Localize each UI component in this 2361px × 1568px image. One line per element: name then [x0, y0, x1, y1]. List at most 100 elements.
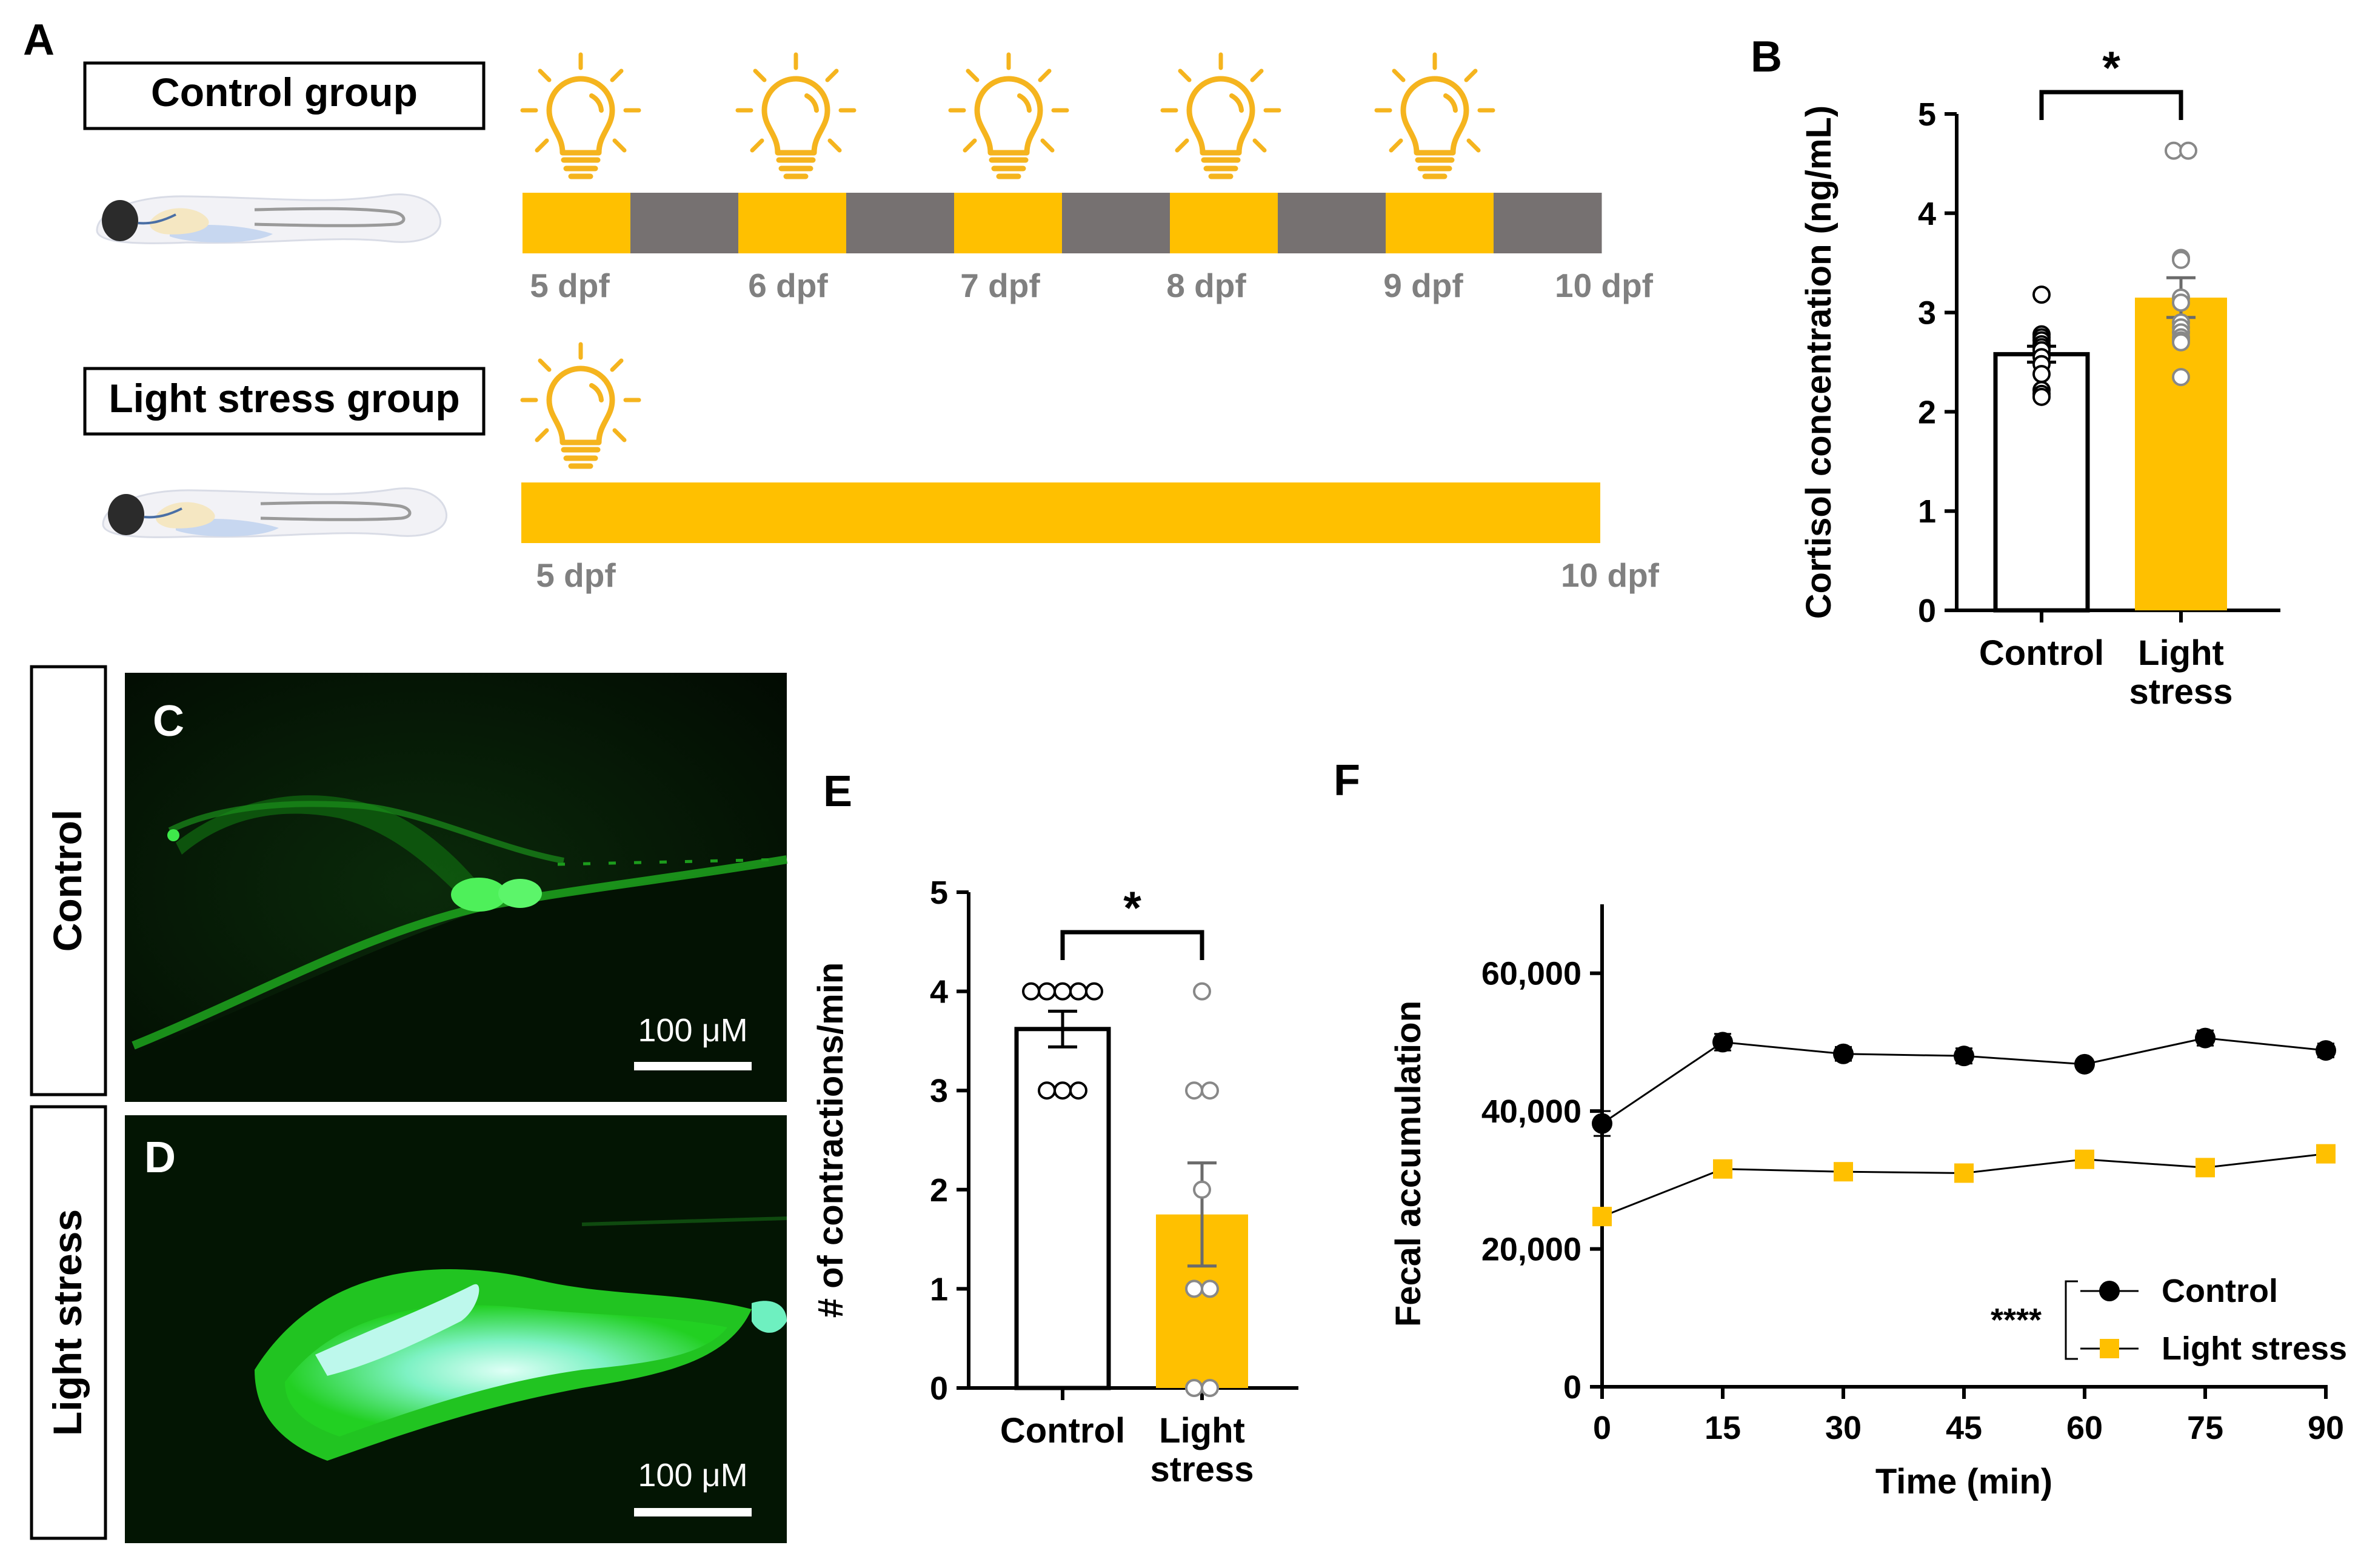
- control-schedule-bar: [523, 193, 1602, 253]
- data-point: [1054, 1081, 1072, 1100]
- x-tick-label: 60: [2066, 1410, 2103, 1446]
- y-tick-label: 5: [930, 875, 948, 911]
- significance-bracket: [2039, 90, 2183, 120]
- day-label: 6 dpf: [748, 267, 828, 304]
- day-label: 8 dpf: [1166, 267, 1246, 304]
- data-point: [1069, 1081, 1087, 1100]
- schedule-segment-light: [523, 193, 631, 253]
- legend-label: Light stress: [2162, 1330, 2347, 1367]
- lightbulb-icon: [1377, 7, 1493, 176]
- chart-cortisol: 0 1 2 3 4 5 Cortisol concentration (ng/mL) Cont…: [1799, 42, 2280, 712]
- significance-marker: *: [2102, 42, 2120, 94]
- x-tick-label: 15: [1705, 1410, 1741, 1446]
- y-tick-label: 0: [1563, 1369, 1581, 1406]
- y-axis-title: Fecal accumulation: [1389, 1001, 1428, 1327]
- significance-bracket: [1060, 930, 1204, 960]
- schedule-segment-dark: [846, 193, 955, 253]
- scale-bar-light-stress: [634, 1508, 752, 1516]
- x-tick-label: 0: [1593, 1410, 1611, 1446]
- data-point: [1193, 982, 1211, 1001]
- light-stress-group-title: Light stress group: [109, 376, 459, 421]
- y-tick-label: 2: [1918, 394, 1936, 430]
- control-day-labels: 5 dpf 6 dpf 7 dpf 8 dpf 9 dpf 10 dpf: [530, 267, 1653, 304]
- data-point: [2195, 1027, 2216, 1049]
- data-point: [1054, 982, 1072, 1001]
- lightbulb-icon: [1163, 7, 1279, 176]
- schedule-segment-light: [1170, 193, 1278, 253]
- significance-marker: ****: [1991, 1302, 2042, 1338]
- data-point: [2172, 333, 2190, 352]
- x-tick-label: stress: [2129, 672, 2233, 712]
- row-label-light-stress: Light stress: [45, 1209, 90, 1436]
- x-tick-label: 45: [1946, 1410, 1982, 1446]
- y-tick-label: 5: [1918, 96, 1936, 133]
- panel-label-d: D: [144, 1133, 176, 1182]
- y-tick-label: 0: [930, 1370, 948, 1407]
- y-tick-label: 3: [930, 1073, 948, 1109]
- y-axis-title: # of contractions/min: [811, 962, 850, 1318]
- data-point: [2316, 1144, 2336, 1164]
- data-point: [2172, 250, 2190, 269]
- x-axis-title: Time (min): [1875, 1462, 2052, 1501]
- day-label: 5 dpf: [536, 556, 616, 594]
- x-tick-label: Control: [1979, 633, 2104, 673]
- y-tick-label: 20,000: [1481, 1232, 1581, 1268]
- x-tick-label: Light: [2138, 633, 2224, 673]
- light-stress-schedule-bar: [521, 482, 1600, 543]
- legend-marker: [2099, 1281, 2120, 1301]
- legend-label: Control: [2162, 1273, 2278, 1309]
- lightbulb-icon: [523, 7, 639, 176]
- data-point: [1201, 1379, 1219, 1397]
- schedule-segment-dark: [1062, 193, 1170, 253]
- data-point: [1201, 1279, 1219, 1298]
- y-tick-label: 4: [930, 974, 948, 1010]
- scale-bar-label-control: 100 μM: [638, 1012, 747, 1049]
- x-tick-label: stress: [1150, 1450, 1254, 1489]
- micrograph-control: [125, 673, 788, 1102]
- day-label: 9 dpf: [1383, 267, 1463, 304]
- legend-bracket: [2065, 1280, 2078, 1360]
- chart-fecal-accumulation: 0 20,000 40,000 60,000 0 15 30 45 60 75 90 Time (mi…: [1389, 904, 2347, 1501]
- x-tick-label: Light: [1159, 1411, 1245, 1450]
- data-point: [1954, 1046, 1974, 1067]
- data-point: [2032, 387, 2051, 406]
- data-point: [2172, 368, 2190, 387]
- data-point: [1022, 982, 1040, 1001]
- data-point: [1038, 1081, 1056, 1100]
- data-point: [1592, 1113, 1612, 1134]
- y-tick-label: 1: [930, 1271, 948, 1307]
- larva-control-illustration: [97, 195, 441, 244]
- data-point: [2074, 1053, 2095, 1075]
- schedule-segment-dark: [1278, 193, 1386, 253]
- panel-label-b: B: [1751, 33, 1782, 81]
- control-group-title-box: [83, 61, 486, 130]
- chart-contractions: 0 1 2 3 4 5 # of contractions/min Control Lights…: [811, 875, 1298, 1489]
- scale-bar-label-light-stress: 100 μM: [638, 1457, 747, 1493]
- day-label: 7 dpf: [960, 267, 1040, 304]
- panel-label-e: E: [823, 767, 852, 816]
- y-tick-label: 4: [1918, 196, 1936, 232]
- data-point: [2179, 141, 2197, 160]
- row-label-box-control: [30, 665, 107, 1096]
- panel-label-f: F: [1334, 756, 1360, 805]
- scale-bar-control: [634, 1062, 752, 1070]
- day-label: 5 dpf: [530, 267, 610, 304]
- panel-label-c: C: [153, 697, 184, 746]
- y-tick-label: 60,000: [1481, 956, 1581, 992]
- day-label: 10 dpf: [1555, 267, 1654, 304]
- data-point: [1954, 1163, 1974, 1183]
- data-point: [1592, 1207, 1612, 1227]
- data-point: [1201, 1081, 1219, 1100]
- day-label: 10 dpf: [1561, 556, 1660, 594]
- lightbulb-icon: [523, 297, 639, 466]
- schedule-segment-light: [954, 193, 1063, 253]
- data-point: [2032, 365, 2051, 384]
- panel-label-a: A: [23, 16, 55, 64]
- row-label-box-light-stress: [30, 1105, 107, 1540]
- data-point: [1712, 1032, 1733, 1053]
- x-tick-label: 75: [2187, 1410, 2223, 1446]
- y-tick-label: 0: [1918, 593, 1936, 629]
- lightbulb-icon: [738, 7, 854, 176]
- data-point: [1069, 982, 1087, 1001]
